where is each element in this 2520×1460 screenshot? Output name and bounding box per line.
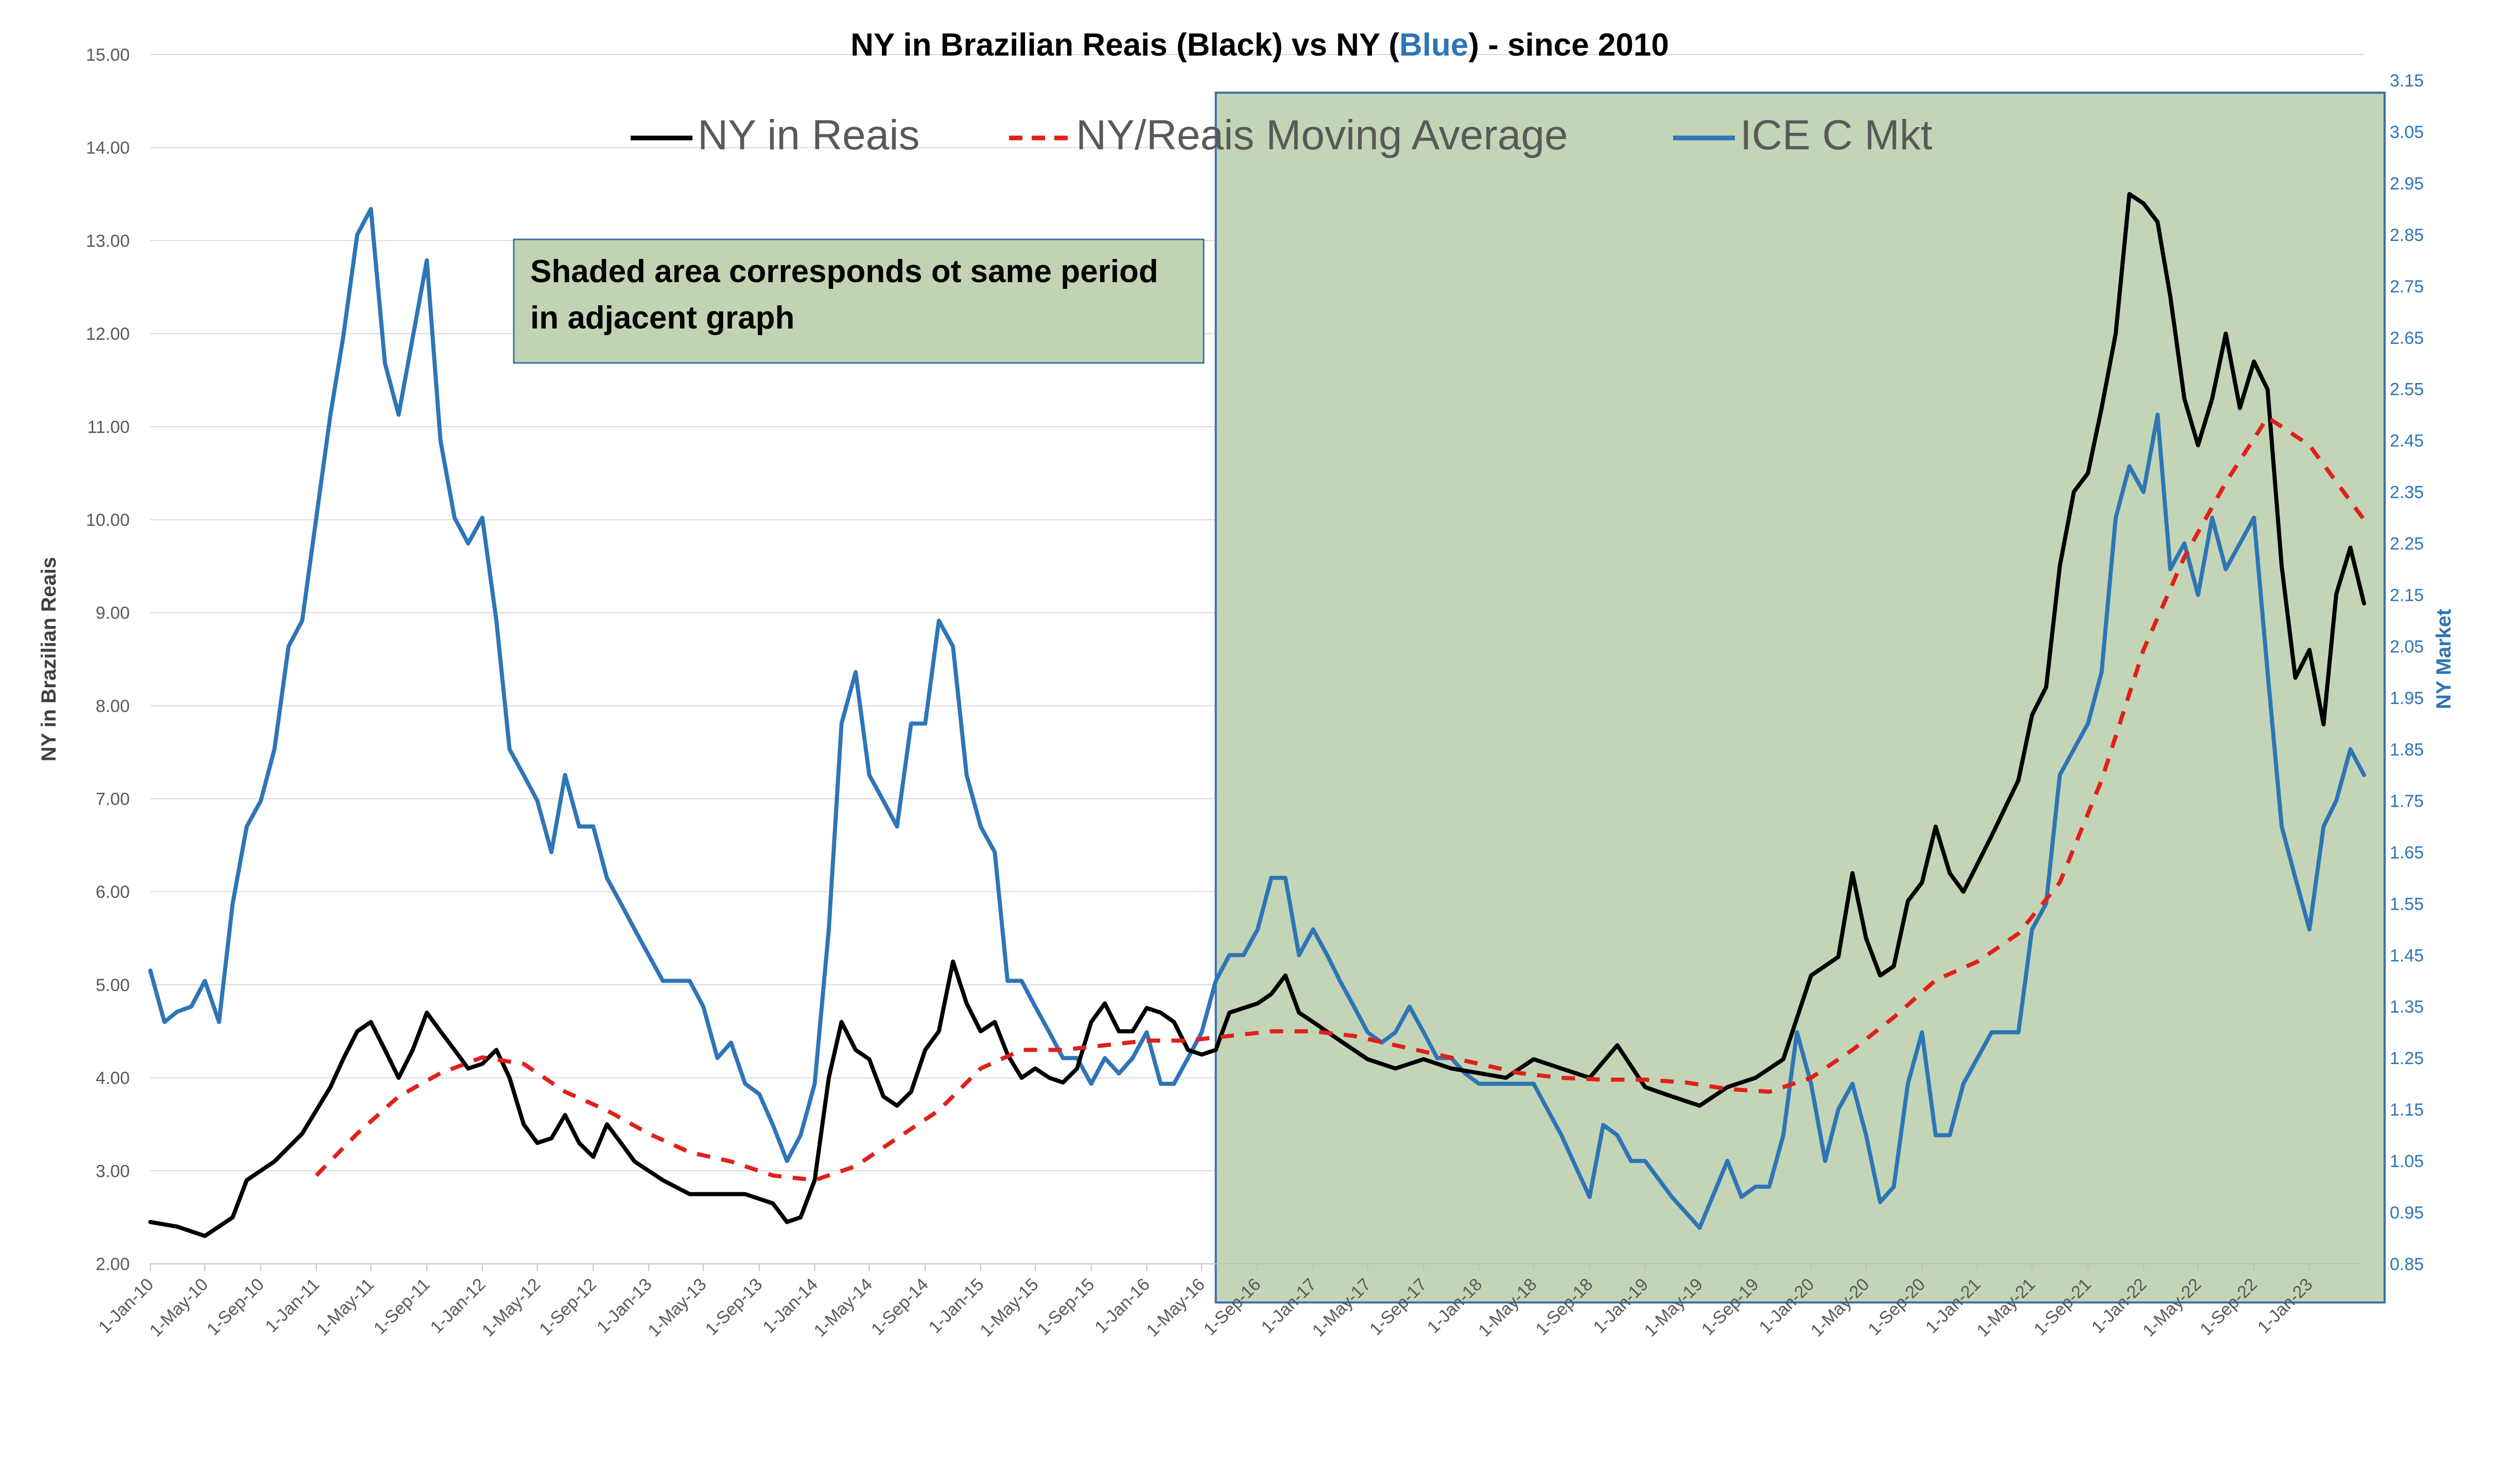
chart-title-part-0: NY in Brazilian Reais (Black) vs NY ( xyxy=(850,27,1399,63)
y-right-tick-label-2: 1.05 xyxy=(2390,1152,2424,1171)
series-line-ice-c-mkt xyxy=(148,206,2366,1230)
y-right-tick-label-10: 1.85 xyxy=(2390,740,2424,759)
y-right-tick-label-1: 0.95 xyxy=(2390,1203,2424,1223)
y-right-tick-label-21: 2.95 xyxy=(2390,174,2424,194)
y-left-tick-label-2: 4.00 xyxy=(96,1069,130,1088)
y-left-tick-label-13: 15.00 xyxy=(86,45,130,65)
shaded-region xyxy=(1214,92,2386,1303)
y-right-tick-label-3: 1.15 xyxy=(2390,1100,2424,1120)
y-right-tick-label-5: 1.35 xyxy=(2390,997,2424,1017)
shaded-region-layer xyxy=(1214,92,2386,1303)
y-right-tick-label-8: 1.65 xyxy=(2390,843,2424,862)
y-right-tick-label-11: 1.95 xyxy=(2390,688,2424,708)
y-right-tick-label-12: 2.05 xyxy=(2390,637,2424,657)
y-right-tick-label-18: 2.65 xyxy=(2390,328,2424,348)
y-left-tick-label-6: 8.00 xyxy=(96,697,130,716)
annotation-line-1: in adjacent graph xyxy=(530,300,794,336)
chart-title-part-2: ) - since 2010 xyxy=(1468,27,1669,63)
y-right-tick-label-19: 2.75 xyxy=(2390,277,2424,297)
y-right-tick-label-15: 2.35 xyxy=(2390,483,2424,502)
y-right-tick-label-4: 1.25 xyxy=(2390,1049,2424,1068)
y-right-tick-label-6: 1.45 xyxy=(2390,946,2424,965)
y-left-tick-label-4: 6.00 xyxy=(96,882,130,902)
y-left-tick-label-10: 12.00 xyxy=(86,324,130,344)
legend-label-0: NY in Reais xyxy=(698,112,919,159)
y-right-tick-label-0: 0.85 xyxy=(2390,1255,2424,1274)
y-right-tick-label-14: 2.25 xyxy=(2390,534,2424,554)
y-left-tick-label-11: 13.00 xyxy=(86,231,130,251)
y-right-tick-label-7: 1.55 xyxy=(2390,894,2424,914)
y-left-tick-label-7: 9.00 xyxy=(96,603,130,623)
y-right-tick-label-13: 2.15 xyxy=(2390,586,2424,605)
series-line-ny-in-reais xyxy=(148,192,2366,1238)
y-left-tick-label-9: 11.00 xyxy=(87,418,130,437)
y-left-axis-title: NY in Brazilian Reais xyxy=(38,557,60,761)
y-right-tick-label-17: 2.55 xyxy=(2390,380,2424,399)
y-right-axis-title: NY Market xyxy=(2432,609,2455,709)
chart-title-part-1: Blue xyxy=(1399,27,1468,63)
y-left-tick-label-12: 14.00 xyxy=(86,138,130,158)
legend-label-2: ICE C Mkt xyxy=(1740,112,1933,159)
y-right-tick-label-20: 2.85 xyxy=(2390,225,2424,245)
y-left-tick-label-3: 5.00 xyxy=(96,976,130,995)
series-line-ny-reais-moving-average xyxy=(315,415,2366,1183)
annotation-box xyxy=(513,238,1205,364)
y-right-tick-label-23: 3.15 xyxy=(2390,71,2424,91)
y-left-tick-label-1: 3.00 xyxy=(96,1161,130,1181)
y-right-tick-label-9: 1.75 xyxy=(2390,791,2424,811)
y-left-tick-label-5: 7.00 xyxy=(96,790,130,809)
series-layer xyxy=(148,192,2366,1238)
annotation-line-0: Shaded area corresponds ot same period xyxy=(530,254,1158,289)
y-left-tick-label-0: 2.00 xyxy=(96,1255,130,1274)
annotation-layer: Shaded area corresponds ot same period in… xyxy=(513,238,1205,364)
y-left-tick-label-8: 10.00 xyxy=(86,510,130,530)
legend: NY in Reais NY/Reais Moving Average ICE C … xyxy=(631,112,1933,159)
legend-label-1: NY/Reais Moving Average xyxy=(1076,112,1568,159)
y-right-tick-label-22: 3.05 xyxy=(2390,123,2424,142)
chart-title: NY in Brazilian Reais (Black) vs NY (Blu… xyxy=(850,27,1669,63)
y-right-tick-label-16: 2.45 xyxy=(2390,431,2424,451)
